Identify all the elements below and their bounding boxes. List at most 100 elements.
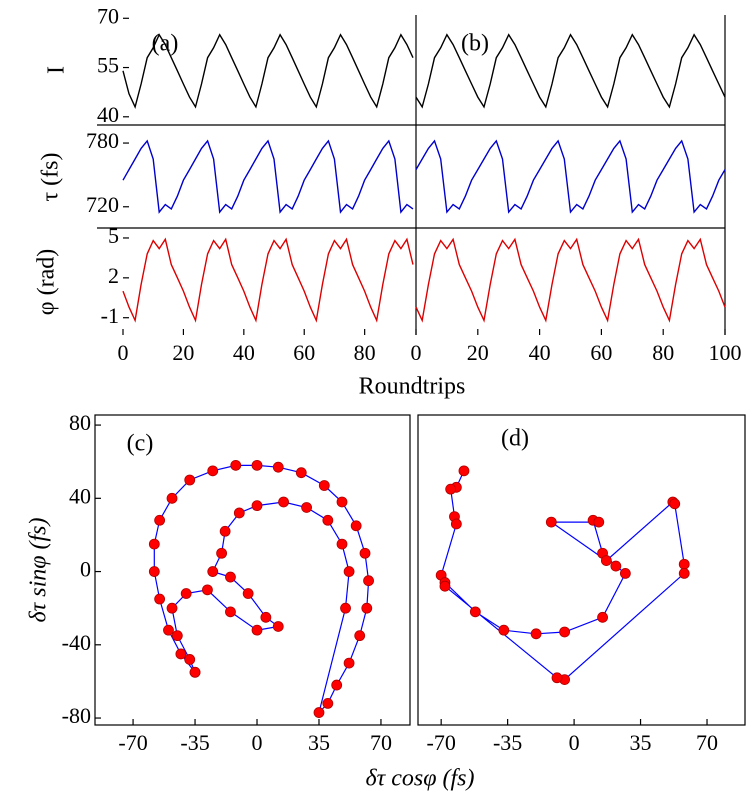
series-line	[415, 139, 726, 214]
point	[340, 602, 351, 614]
point	[251, 500, 263, 512]
x-tick-label: 40	[529, 340, 551, 365]
point	[610, 560, 622, 572]
x-tick-label: 40	[233, 340, 255, 365]
y-tick-label: 780	[86, 128, 119, 153]
point	[458, 465, 470, 477]
x-tick-label: -35	[493, 730, 522, 755]
panel-label: (b)	[461, 31, 489, 57]
series-line	[122, 33, 414, 109]
point	[559, 626, 570, 638]
y-tick-label: 2	[108, 263, 119, 288]
point	[678, 558, 690, 570]
y-tick-label: 720	[86, 192, 119, 217]
point	[242, 588, 254, 599]
point	[336, 538, 348, 550]
y-axis-label: φ (rad)	[34, 249, 60, 315]
point	[318, 480, 330, 491]
y-tick-label: 0	[80, 557, 91, 582]
y-tick-label: 5	[108, 223, 119, 248]
point	[439, 580, 451, 592]
point	[278, 496, 289, 508]
y-tick-label: 70	[97, 3, 119, 28]
point	[216, 547, 228, 559]
panel-label: (d)	[501, 426, 529, 452]
point	[202, 584, 213, 596]
point	[469, 606, 481, 618]
y-axis-label: δτ sinφ (fs)	[26, 517, 52, 622]
point	[359, 547, 371, 559]
point	[336, 496, 348, 508]
point	[260, 611, 272, 623]
x-tick-label: 80	[652, 340, 674, 365]
y-tick-label: -40	[62, 630, 91, 655]
x-tick-label: -35	[180, 730, 209, 755]
point	[343, 566, 355, 577]
point	[600, 555, 612, 566]
series-line	[415, 33, 726, 109]
x-axis-label: δτ cosφ (fs)	[365, 766, 474, 792]
point	[331, 679, 343, 691]
point	[219, 525, 231, 537]
point	[530, 628, 542, 640]
x-tick-label: 70	[696, 730, 718, 755]
trajectory-line	[440, 470, 685, 681]
point	[251, 459, 263, 471]
point	[343, 657, 355, 669]
x-tick-label: 20	[467, 340, 489, 365]
x-tick-label: 100	[709, 340, 742, 365]
point	[450, 518, 462, 530]
x-tick-label: -70	[118, 730, 147, 755]
x-tick-label: 20	[172, 340, 194, 365]
point	[678, 567, 690, 579]
point	[597, 611, 608, 623]
point	[272, 461, 284, 473]
point	[166, 602, 178, 614]
panel-label: (c)	[127, 431, 154, 457]
point	[180, 588, 192, 599]
x-tick-label: 80	[354, 340, 376, 365]
y-axis-label: τ (fs)	[38, 153, 64, 202]
point	[225, 606, 236, 618]
point	[251, 624, 263, 636]
point	[322, 514, 334, 526]
x-axis-label: Roundtrips	[359, 374, 466, 400]
point	[184, 474, 196, 486]
series-line	[415, 237, 726, 323]
x-tick-label: 70	[370, 730, 392, 755]
point	[233, 507, 245, 519]
point	[363, 575, 374, 587]
point	[189, 666, 201, 678]
point	[445, 483, 457, 495]
y-tick-label: -80	[62, 703, 91, 728]
x-tick-label: 0	[569, 730, 580, 755]
x-tick-label: 0	[118, 340, 129, 365]
point	[171, 630, 183, 642]
x-tick-label: -70	[427, 730, 456, 755]
plot-frame	[417, 414, 746, 726]
point	[354, 630, 366, 642]
x-tick-label: 60	[293, 340, 315, 365]
point	[207, 566, 219, 577]
x-tick-label: 0	[411, 340, 422, 365]
y-tick-label: 40	[97, 102, 119, 127]
x-tick-label: 60	[590, 340, 612, 365]
point	[175, 648, 187, 660]
y-axis-label: I	[44, 66, 70, 74]
point	[301, 502, 312, 513]
point	[322, 697, 334, 709]
y-tick-label: 55	[97, 53, 119, 78]
y-tick-label: -1	[101, 303, 119, 328]
point	[225, 571, 236, 583]
point	[545, 516, 557, 528]
point	[551, 672, 563, 684]
y-tick-label: 40	[69, 483, 91, 508]
point	[154, 514, 166, 526]
plot-frame	[94, 414, 411, 726]
point	[619, 567, 631, 579]
point	[184, 654, 196, 665]
series-line	[122, 139, 414, 214]
point	[148, 566, 160, 577]
point	[163, 624, 174, 636]
